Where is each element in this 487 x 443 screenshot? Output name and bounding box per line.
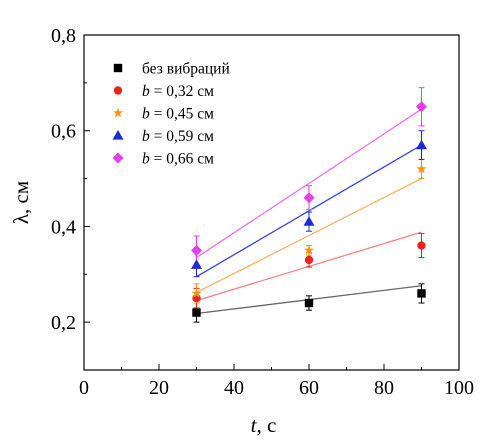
- legend-entry: b = 0,66 см: [142, 151, 214, 168]
- legend-variable: b: [142, 128, 150, 145]
- y-axis-ticks: 0,2 0,4 0,6 0,8: [51, 25, 90, 371]
- legend-label: без вибраций: [142, 61, 230, 78]
- data-point: [303, 216, 315, 226]
- data-point: [192, 308, 201, 317]
- data-point: [416, 163, 427, 174]
- data-point: [416, 139, 427, 150]
- data-point: [417, 289, 426, 298]
- legend-marker: [113, 86, 123, 95]
- fit-line: [196, 177, 422, 294]
- data-point: [304, 298, 314, 308]
- error-bars: [193, 87, 425, 323]
- y-tick-label: 0,6: [51, 121, 76, 143]
- x-tick-label: 60: [299, 377, 319, 399]
- y-tick-label: 0,8: [51, 25, 76, 47]
- legend-marker: [112, 152, 124, 164]
- x-axis-label: t, с: [251, 413, 277, 437]
- x-axis-variable: t: [251, 413, 258, 437]
- legend-label: = 0,32 см: [150, 83, 214, 100]
- legend-entry: b = 0,45 см: [142, 106, 214, 123]
- data-point: [417, 241, 426, 250]
- x-tick-label: 0: [79, 377, 89, 399]
- x-tick-label: 40: [224, 377, 244, 399]
- data-point: [304, 245, 314, 255]
- legend-label: = 0,59 см: [150, 128, 214, 145]
- legend-marker: [113, 107, 123, 118]
- legend-variable: b: [142, 106, 150, 123]
- legend-variable: b: [142, 151, 150, 168]
- legend-label: = 0,45 см: [150, 106, 214, 123]
- data-point: [303, 192, 315, 204]
- data-point: [191, 244, 202, 256]
- legend-entry: b = 0,32 см: [142, 83, 214, 100]
- legend-marker: [112, 130, 124, 140]
- legend-entry: без вибраций: [142, 61, 230, 78]
- plot-frame: [83, 34, 460, 371]
- legend-marker: [113, 63, 123, 73]
- data-point: [191, 259, 202, 269]
- legend-label: = 0,66 см: [150, 151, 214, 168]
- x-tick-label: 20: [149, 377, 169, 399]
- y-tick-label: 0,4: [51, 216, 76, 238]
- x-axis-ticks: 0 20 40 60 80 100: [79, 364, 474, 399]
- fit-line: [196, 108, 422, 259]
- data-point: [304, 255, 314, 265]
- data-points: [191, 101, 427, 317]
- y-axis-label: λ, см: [9, 181, 33, 224]
- data-point: [191, 288, 202, 298]
- x-tick-label: 80: [374, 377, 394, 399]
- legend-entry: b = 0,59 см: [142, 128, 214, 145]
- fit-line: [196, 144, 422, 278]
- x-tick-label: 100: [444, 377, 474, 399]
- x-axis-unit: , с: [257, 413, 277, 437]
- data-point: [416, 101, 427, 113]
- y-tick-label: 0,2: [51, 312, 76, 334]
- legend-variable: b: [142, 83, 150, 100]
- fit-lines: [196, 108, 422, 315]
